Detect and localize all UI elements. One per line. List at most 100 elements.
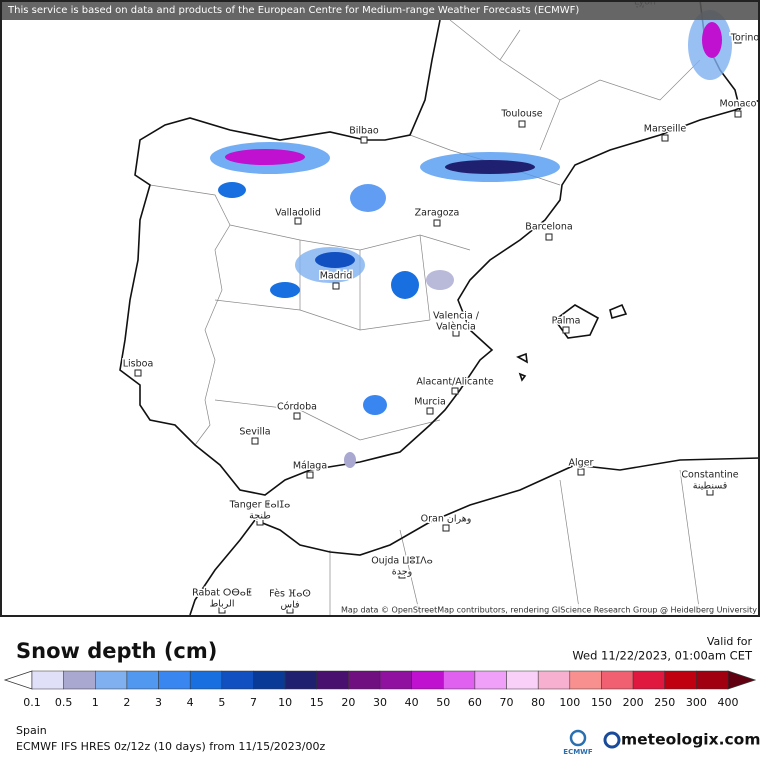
city-marker bbox=[218, 606, 226, 614]
colorbar-swatch bbox=[284, 670, 317, 690]
colorbar-label: 3 bbox=[155, 696, 162, 709]
city-marker bbox=[256, 518, 264, 526]
city-marker bbox=[734, 36, 742, 44]
city-label: Zaragoza bbox=[415, 208, 460, 219]
city-label: Córdoba bbox=[277, 402, 317, 413]
colorbar-swatch bbox=[379, 670, 412, 690]
banner: This service is based on data and produc… bbox=[7, 5, 579, 16]
city-marker bbox=[426, 407, 434, 415]
colorbar-label: 7 bbox=[250, 696, 257, 709]
city-label: Monaco bbox=[720, 99, 757, 110]
city-label: Sevilla bbox=[239, 427, 270, 438]
colorbar-swatch bbox=[696, 670, 729, 690]
city-marker bbox=[306, 471, 314, 479]
city-label: قسنطينة bbox=[693, 481, 728, 492]
colorbar-label: 20 bbox=[341, 696, 355, 709]
legend-title: Snow depth (cm) bbox=[16, 639, 217, 663]
colorbar-swatch bbox=[506, 670, 539, 690]
colorbar-swatch bbox=[601, 670, 634, 690]
colorbar-swatch bbox=[316, 670, 349, 690]
colorbar-swatch bbox=[348, 670, 381, 690]
colorbar-swatch bbox=[537, 670, 571, 690]
city-marker bbox=[451, 387, 459, 395]
colorbar-swatch bbox=[253, 670, 286, 690]
city-marker bbox=[294, 217, 302, 225]
colorbar-label: 200 bbox=[623, 696, 644, 709]
city-label: Oran وهران bbox=[421, 514, 472, 525]
model-info: ECMWF IFS HRES 0z/12z (10 days) from 11/… bbox=[16, 740, 326, 753]
colorbar-label: 60 bbox=[468, 696, 482, 709]
ecmwf-label: ECMWF bbox=[563, 748, 593, 756]
colorbar-swatch bbox=[474, 670, 507, 690]
city-label: Toulouse bbox=[500, 109, 542, 120]
city-label: Oujda ⵡⵓⵊⴷⴰ bbox=[371, 556, 433, 567]
colorbar-label: 0.5 bbox=[55, 696, 73, 709]
valid-time: Wed 11/22/2023, 01:00am CET bbox=[572, 649, 753, 663]
colorbar-under bbox=[3, 670, 33, 690]
colorbar-swatch bbox=[569, 670, 602, 690]
colorbar-label: 1 bbox=[92, 696, 99, 709]
colorbar-label: 5 bbox=[218, 696, 225, 709]
city-label: وجدة bbox=[392, 567, 412, 578]
city-marker bbox=[332, 282, 340, 290]
attribution-bg bbox=[338, 604, 760, 616]
city-label: València bbox=[436, 322, 476, 333]
brand: meteologix.com bbox=[621, 731, 760, 749]
colorbar-over bbox=[727, 670, 757, 690]
city-marker bbox=[293, 412, 301, 420]
city-label: Palma bbox=[552, 316, 581, 327]
attribution: Map data © OpenStreetMap contributors, r… bbox=[341, 606, 757, 615]
brand-logo bbox=[603, 731, 621, 749]
city-marker bbox=[442, 524, 450, 532]
colorbar-label: 50 bbox=[436, 696, 450, 709]
colorbar-swatch bbox=[221, 670, 254, 690]
city-marker bbox=[452, 329, 460, 337]
ecmwf-logo: ECMWF bbox=[563, 729, 593, 756]
colorbar-label: 30 bbox=[373, 696, 387, 709]
valid-label: Valid for bbox=[707, 635, 753, 648]
city-label: Bilbao bbox=[349, 126, 379, 137]
city-marker bbox=[286, 606, 294, 614]
city-marker bbox=[562, 326, 570, 334]
colorbar-label: 40 bbox=[405, 696, 419, 709]
city-label: Rabat ⵔⴱⴰⵟ bbox=[192, 588, 252, 599]
city-label: Constantine bbox=[681, 470, 738, 481]
city-label: Tanger ⵟⴰⵏⵊⴰ bbox=[229, 500, 291, 511]
city-marker bbox=[360, 136, 368, 144]
colorbar-swatch bbox=[411, 670, 444, 690]
city-marker bbox=[577, 468, 585, 476]
colorbar-label: 70 bbox=[500, 696, 514, 709]
city-label: Alger bbox=[569, 458, 594, 469]
city-marker bbox=[518, 120, 526, 128]
city-marker bbox=[398, 571, 406, 579]
city-marker bbox=[134, 369, 142, 377]
colorbar-label: 4 bbox=[187, 696, 194, 709]
colorbar-swatch bbox=[126, 670, 159, 690]
colorbar-label: 400 bbox=[718, 696, 739, 709]
colorbar-swatch bbox=[63, 670, 96, 690]
colorbar-label: 15 bbox=[310, 696, 324, 709]
city-label: Torino bbox=[730, 33, 760, 44]
city-label: Málaga bbox=[293, 461, 327, 472]
city-label: Valencia / bbox=[433, 311, 480, 322]
city-label: Alacant/Alicante bbox=[416, 377, 494, 388]
colorbar-swatch bbox=[189, 670, 223, 690]
colorbar-label: 2 bbox=[123, 696, 130, 709]
city-labels: LyonTorinoMonacoToulouseMarseilleBilbaoV… bbox=[121, 0, 760, 614]
colorbar-swatch bbox=[31, 670, 64, 690]
colorbar-label: 150 bbox=[591, 696, 612, 709]
city-label: Lisboa bbox=[123, 359, 154, 370]
map-background bbox=[0, 0, 760, 616]
colorbar-label: 300 bbox=[686, 696, 707, 709]
snow-areas bbox=[210, 10, 732, 468]
colorbar-swatch bbox=[443, 670, 476, 690]
city-marker bbox=[706, 488, 714, 496]
city-marker bbox=[545, 233, 553, 241]
colorbar-swatch bbox=[158, 670, 191, 690]
city-marker bbox=[661, 134, 669, 142]
city-marker bbox=[734, 110, 742, 118]
banner-bg bbox=[0, 0, 760, 20]
borders bbox=[149, 19, 701, 616]
city-label: الرباط bbox=[209, 599, 234, 610]
colorbar-label: 80 bbox=[531, 696, 545, 709]
